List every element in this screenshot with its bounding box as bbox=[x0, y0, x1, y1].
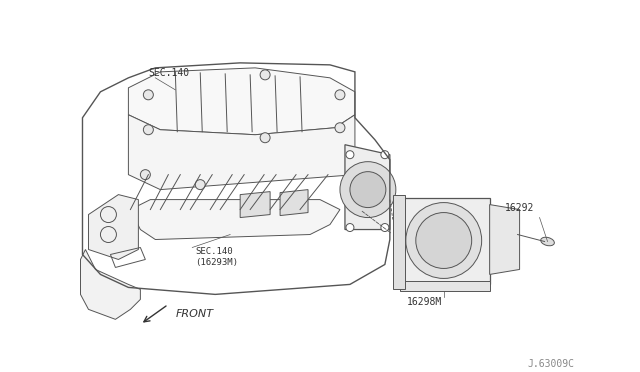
Circle shape bbox=[416, 212, 472, 269]
Circle shape bbox=[381, 151, 389, 159]
Text: 16292: 16292 bbox=[504, 203, 534, 212]
Circle shape bbox=[260, 133, 270, 143]
Circle shape bbox=[335, 123, 345, 133]
Ellipse shape bbox=[541, 237, 554, 246]
Polygon shape bbox=[393, 195, 405, 289]
Polygon shape bbox=[131, 200, 340, 240]
Polygon shape bbox=[88, 195, 138, 259]
Polygon shape bbox=[345, 145, 390, 230]
Circle shape bbox=[335, 90, 345, 100]
Circle shape bbox=[346, 151, 354, 159]
Circle shape bbox=[143, 90, 154, 100]
Text: FRONT: FRONT bbox=[175, 310, 213, 320]
Circle shape bbox=[406, 203, 482, 278]
Polygon shape bbox=[81, 250, 140, 319]
Polygon shape bbox=[129, 115, 355, 190]
Circle shape bbox=[346, 224, 354, 231]
Circle shape bbox=[143, 125, 154, 135]
Circle shape bbox=[260, 70, 270, 80]
Polygon shape bbox=[280, 190, 308, 215]
Polygon shape bbox=[129, 68, 355, 135]
Polygon shape bbox=[400, 282, 490, 291]
Text: SEC.140: SEC.140 bbox=[148, 68, 189, 78]
Circle shape bbox=[340, 162, 396, 218]
Circle shape bbox=[195, 180, 205, 190]
Circle shape bbox=[140, 170, 150, 180]
Text: 16298M: 16298M bbox=[407, 297, 442, 307]
Polygon shape bbox=[240, 192, 270, 218]
Text: SEC.140
(16293M): SEC.140 (16293M) bbox=[195, 247, 238, 267]
Text: J.63009C: J.63009C bbox=[527, 359, 575, 369]
Polygon shape bbox=[490, 205, 520, 275]
Circle shape bbox=[381, 224, 389, 231]
Polygon shape bbox=[398, 198, 490, 285]
Circle shape bbox=[350, 171, 386, 208]
